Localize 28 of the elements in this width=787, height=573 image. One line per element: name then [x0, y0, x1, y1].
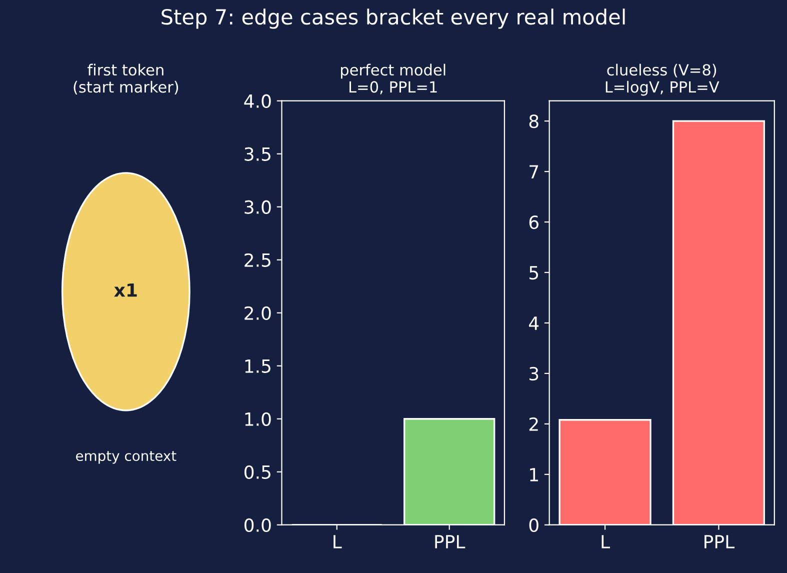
y-tick-label: 1.5: [245, 360, 270, 373]
x-tick-label: PPL: [435, 535, 466, 548]
y-tick-label: 3.5: [244, 147, 270, 161]
y-tick-label: 1: [530, 468, 538, 482]
y-tick-label: 0: [529, 518, 538, 532]
x-tick-label: L: [602, 535, 610, 548]
text: x1: [114, 283, 137, 297]
y-tick-label: 6: [529, 215, 538, 230]
y-tick-label: 2: [529, 417, 538, 431]
y-tick-label: 7: [530, 165, 538, 178]
y-tick-label: 3.0: [244, 200, 271, 214]
chart-title: perfect model L=0, PPL=1: [341, 64, 446, 94]
y-tick-label: 3: [529, 366, 538, 381]
y-tick-label: 1.0: [245, 412, 271, 426]
y-tick-label: 8: [529, 114, 538, 128]
x-tick-label: PPL: [704, 535, 735, 548]
text: first token (start marker): [74, 64, 178, 95]
y-tick-label: 0.5: [244, 465, 270, 479]
y-tick-label: 4.0: [244, 94, 271, 108]
text: empty context: [76, 451, 176, 464]
chart-title: clueless (V=8) L=logV, PPL=V: [606, 64, 720, 96]
x-tick-label: L: [334, 535, 342, 548]
text: Step 7: edge cases bracket every real model: [162, 8, 625, 29]
y-tick-label: 0.0: [244, 518, 271, 532]
y-tick-label: 4: [529, 316, 539, 330]
y-tick-label: 2.5: [244, 253, 270, 267]
y-tick-label: 2.0: [244, 306, 271, 320]
y-tick-label: 5: [530, 266, 538, 280]
